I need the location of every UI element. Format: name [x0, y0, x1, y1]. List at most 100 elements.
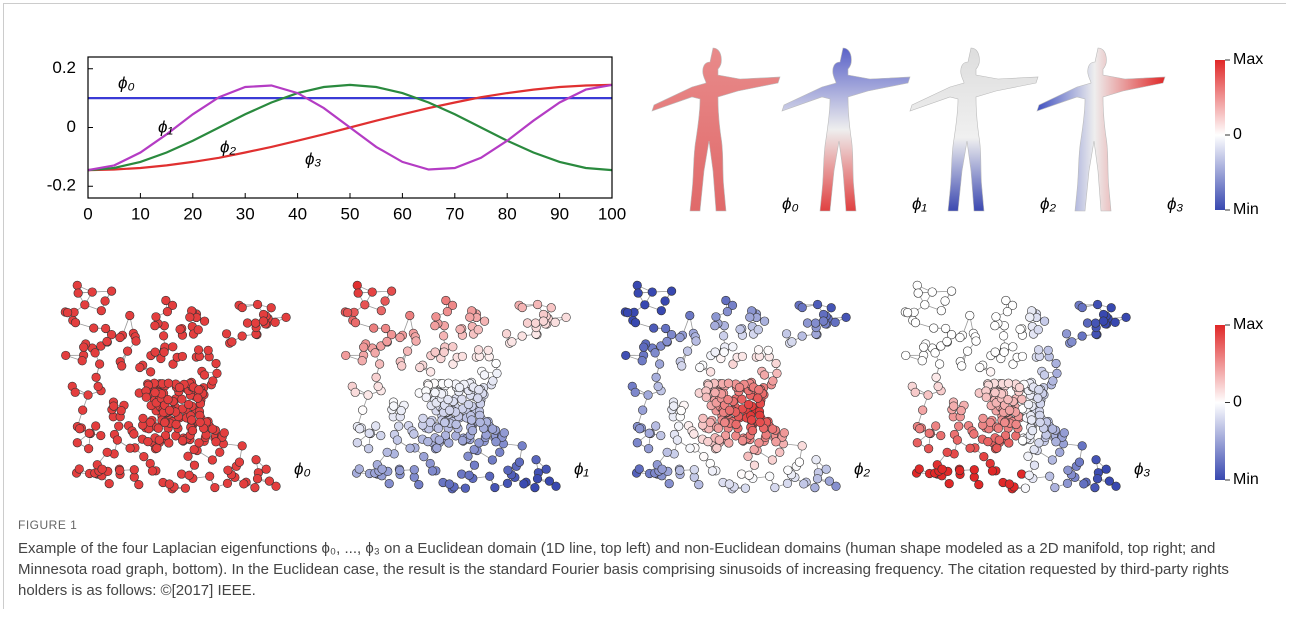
graph-node — [91, 349, 100, 358]
graph-node — [713, 444, 722, 453]
series-label: ϕ₀ — [118, 73, 135, 92]
graph-node — [531, 319, 540, 328]
graph-node — [176, 325, 185, 334]
graph-node — [440, 418, 449, 427]
graph-node — [715, 436, 724, 445]
graph-node — [720, 418, 729, 427]
graph-node — [151, 321, 160, 330]
graph-node — [97, 306, 106, 315]
graph-node — [842, 313, 851, 322]
graph-node — [965, 311, 974, 320]
colorbar-label: Max — [1233, 316, 1263, 333]
graph-node — [73, 438, 82, 447]
graph-node — [458, 352, 467, 361]
graph-node — [341, 351, 350, 360]
graph-node — [140, 452, 149, 461]
graph-node — [638, 356, 647, 365]
graph-node — [243, 319, 252, 328]
graph-node — [685, 311, 694, 320]
graph-node — [690, 465, 699, 474]
graph-node — [103, 337, 112, 346]
graph-node — [75, 465, 84, 474]
graph-node — [272, 482, 281, 491]
graph-node — [371, 422, 380, 431]
graph-node — [377, 306, 386, 315]
graph-node — [798, 303, 807, 312]
graph-node — [1092, 455, 1101, 464]
graph-node — [1112, 482, 1121, 491]
graph-node — [1044, 346, 1053, 355]
graph-node — [238, 303, 247, 312]
graph-node — [657, 431, 666, 440]
graph-node — [645, 429, 654, 438]
graph-node — [1036, 418, 1045, 427]
colorbar-label: Max — [1233, 51, 1263, 68]
road-graph — [341, 281, 570, 493]
graph-node — [410, 430, 419, 439]
graph-node — [957, 362, 966, 371]
graph-node — [692, 337, 701, 346]
graph-node — [913, 281, 922, 290]
graph-node — [476, 418, 485, 427]
x-tick-label: 10 — [131, 204, 150, 223]
graph-node — [178, 352, 187, 361]
graph-node — [488, 425, 497, 434]
graph-node — [1111, 318, 1120, 327]
graph-node — [782, 329, 791, 338]
graph-node — [750, 461, 759, 470]
graph-node — [725, 406, 734, 415]
graph-node — [654, 382, 663, 391]
graph-node — [954, 422, 963, 431]
graph-node — [63, 308, 72, 317]
graph-node — [623, 308, 632, 317]
graph-node — [1048, 425, 1057, 434]
graph-node — [185, 313, 194, 322]
graph-node — [724, 395, 733, 404]
graph-node — [919, 343, 928, 352]
graph-node — [187, 416, 196, 425]
graph-node — [117, 362, 126, 371]
graph-node — [932, 373, 941, 382]
graph-node — [633, 438, 642, 447]
graph-node — [185, 471, 194, 480]
graph-node — [788, 338, 797, 347]
shape-label: ϕ₃ — [1167, 194, 1183, 213]
graph-node — [208, 425, 217, 434]
graph-node — [424, 437, 433, 446]
graph-node — [252, 455, 261, 464]
graph-node — [492, 359, 501, 368]
graph-node — [1016, 325, 1025, 334]
graph-node — [271, 318, 280, 327]
graph-node — [635, 465, 644, 474]
graph-node — [194, 325, 203, 334]
graph-node — [677, 362, 686, 371]
graph-node — [212, 438, 221, 447]
graph-node — [1003, 307, 1012, 316]
graph-node — [1017, 470, 1026, 479]
graph-node — [1068, 338, 1077, 347]
graph-node — [780, 429, 789, 438]
graph-node — [980, 452, 989, 461]
graph-node — [771, 483, 780, 492]
graph-node — [702, 393, 711, 402]
graph-node — [745, 313, 754, 322]
graph-node — [368, 288, 377, 297]
graph-node — [144, 437, 153, 446]
graph-node — [204, 346, 213, 355]
graph-node — [405, 311, 414, 320]
graph-node — [903, 308, 912, 317]
series-label: ϕ₂ — [220, 137, 236, 156]
graph-node — [690, 430, 699, 439]
graph-node — [655, 360, 664, 369]
graph-label: ϕ₃ — [1134, 459, 1150, 478]
graph-node — [97, 431, 106, 440]
graph-node — [947, 287, 956, 296]
graph-node — [433, 444, 442, 453]
graph-node — [222, 329, 231, 338]
graph-node — [1034, 394, 1043, 403]
graph-node — [551, 318, 560, 327]
graph-node — [986, 368, 995, 377]
graph-node — [694, 480, 703, 489]
graph-node — [811, 483, 820, 492]
graph-node — [911, 318, 920, 327]
